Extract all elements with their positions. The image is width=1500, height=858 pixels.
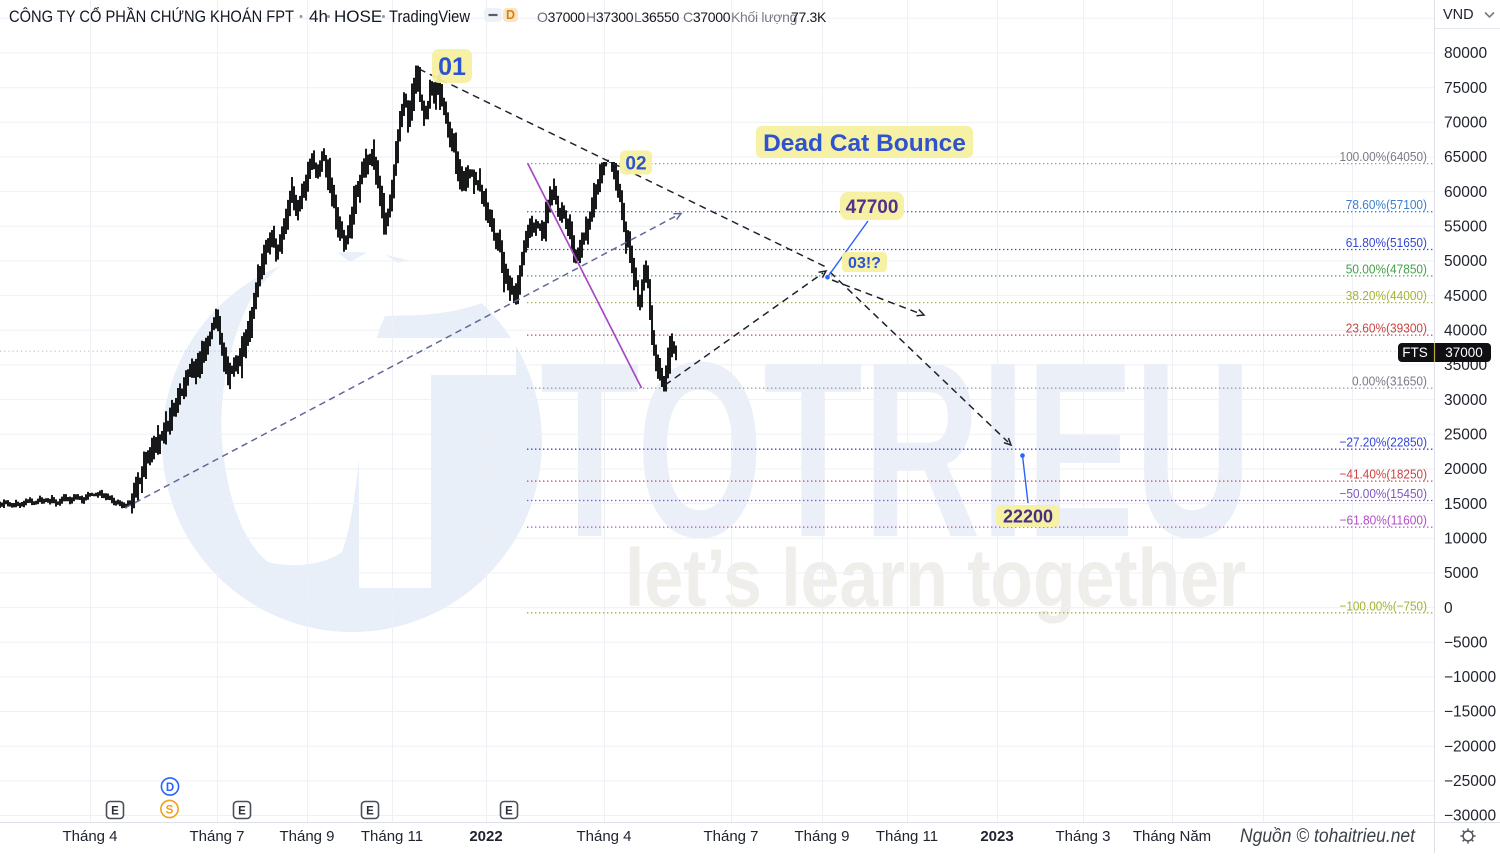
svg-text:10000: 10000 xyxy=(1444,530,1487,547)
svg-text:100.00%(64050): 100.00%(64050) xyxy=(1340,149,1428,164)
svg-text:37000: 37000 xyxy=(1445,345,1483,360)
svg-text:80000: 80000 xyxy=(1444,45,1487,62)
svg-text:01: 01 xyxy=(438,53,466,81)
svg-text:0.00%(31650): 0.00%(31650) xyxy=(1352,374,1427,389)
svg-text:Tháng 11: Tháng 11 xyxy=(876,828,938,845)
svg-text:−50.00%(15450): −50.00%(15450) xyxy=(1340,486,1428,501)
svg-text:50000: 50000 xyxy=(1444,253,1487,270)
svg-text:HOSE: HOSE xyxy=(334,7,382,26)
svg-text:22200: 22200 xyxy=(1003,506,1053,526)
svg-text:30000: 30000 xyxy=(1444,392,1487,409)
svg-text:−27.20%(22850): −27.20%(22850) xyxy=(1340,435,1428,450)
svg-text:let’s learn together: let’s learn together xyxy=(625,533,1246,624)
svg-text:Tháng 3: Tháng 3 xyxy=(1055,828,1110,845)
svg-text:Tháng 4: Tháng 4 xyxy=(576,828,631,845)
svg-text:65000: 65000 xyxy=(1444,149,1487,166)
svg-text:E: E xyxy=(111,806,119,818)
svg-text:−15000: −15000 xyxy=(1444,704,1497,721)
svg-text:70000: 70000 xyxy=(1444,115,1487,132)
svg-text:02: 02 xyxy=(625,153,646,174)
svg-text:−61.80%(11600): −61.80%(11600) xyxy=(1340,513,1428,528)
svg-text:Tháng 9: Tháng 9 xyxy=(794,828,849,845)
svg-text:45000: 45000 xyxy=(1444,288,1487,305)
svg-text:0: 0 xyxy=(1444,600,1453,617)
svg-text:38.20%(44000): 38.20%(44000) xyxy=(1346,288,1427,303)
svg-text:Tháng 4: Tháng 4 xyxy=(62,828,117,845)
svg-text:15000: 15000 xyxy=(1444,496,1487,513)
svg-text:4h: 4h xyxy=(309,7,328,26)
svg-text:60000: 60000 xyxy=(1444,184,1487,201)
svg-text:78.60%(57100): 78.60%(57100) xyxy=(1346,197,1427,212)
svg-text:S: S xyxy=(166,805,174,817)
svg-text:Dead Cat Bounce: Dead Cat Bounce xyxy=(763,130,966,157)
svg-text:−10000: −10000 xyxy=(1444,669,1497,686)
svg-text:FTS: FTS xyxy=(1402,345,1428,360)
svg-text:5000: 5000 xyxy=(1444,565,1479,582)
svg-text:55000: 55000 xyxy=(1444,219,1487,236)
svg-text:Tháng 9: Tháng 9 xyxy=(279,828,334,845)
svg-text:E: E xyxy=(505,806,513,818)
svg-text:CÔNG TY CỔ PHẦN CHỨNG KHOÁN FP: CÔNG TY CỔ PHẦN CHỨNG KHOÁN FPT xyxy=(9,7,294,26)
svg-text:E: E xyxy=(238,806,246,818)
svg-text:2023: 2023 xyxy=(980,828,1013,845)
svg-text:23.60%(39300): 23.60%(39300) xyxy=(1346,321,1427,336)
svg-text:50.00%(47850): 50.00%(47850) xyxy=(1346,261,1427,276)
svg-text:Tháng Năm: Tháng Năm xyxy=(1133,828,1211,845)
svg-text:Tháng 7: Tháng 7 xyxy=(703,828,758,845)
svg-text:−20000: −20000 xyxy=(1444,738,1497,755)
svg-text:E: E xyxy=(366,806,374,818)
svg-text:20000: 20000 xyxy=(1444,461,1487,478)
svg-text:−30000: −30000 xyxy=(1444,808,1497,825)
svg-text:61.80%(51650): 61.80%(51650) xyxy=(1346,235,1427,250)
svg-text:03!?: 03!? xyxy=(848,255,881,272)
svg-text:VND: VND xyxy=(1443,7,1474,23)
svg-text:47700: 47700 xyxy=(846,197,899,218)
svg-text:−25000: −25000 xyxy=(1444,773,1497,790)
svg-text:−100.00%(−750): −100.00%(−750) xyxy=(1340,598,1428,613)
svg-text:Tháng 11: Tháng 11 xyxy=(361,828,423,845)
svg-text:40000: 40000 xyxy=(1444,323,1487,340)
svg-text:2022: 2022 xyxy=(469,828,502,845)
svg-text:Tháng 7: Tháng 7 xyxy=(189,828,244,845)
svg-text:75000: 75000 xyxy=(1444,80,1487,97)
svg-text:Nguồn © tohaitrieu.net: Nguồn © tohaitrieu.net xyxy=(1240,826,1416,847)
svg-text:−5000: −5000 xyxy=(1444,634,1488,651)
svg-text:D: D xyxy=(166,782,174,794)
svg-text:25000: 25000 xyxy=(1444,427,1487,444)
svg-text:−41.40%(18250): −41.40%(18250) xyxy=(1340,467,1428,482)
svg-text:D: D xyxy=(506,8,515,22)
svg-text:TradingView: TradingView xyxy=(389,7,471,26)
